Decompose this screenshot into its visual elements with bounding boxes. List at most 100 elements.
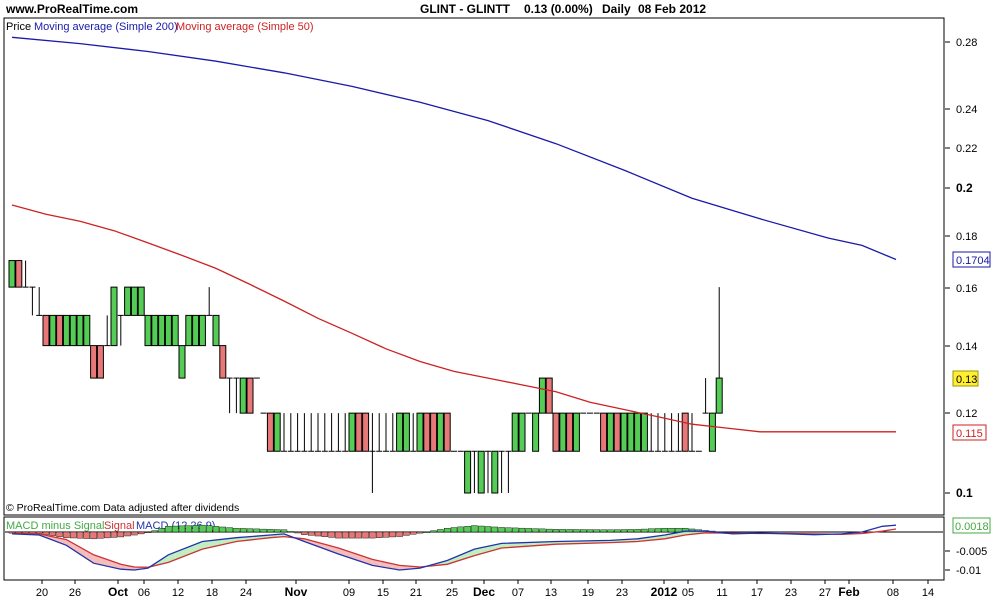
price-candle <box>485 450 491 493</box>
macd-hist-bar <box>110 531 118 538</box>
macd-hist-bar <box>430 530 437 533</box>
macd-hist-bar <box>260 528 267 533</box>
x-tick-label: 09 <box>343 587 355 599</box>
site-label[interactable]: www.ProRealTime.com <box>5 2 138 16</box>
macd-hist-bar <box>158 528 165 533</box>
macd-hist-bar <box>484 526 492 533</box>
macd-hist-bar <box>512 527 519 533</box>
price-candle <box>206 287 213 316</box>
date-x-axis: 20 26 Oct 06 12 18 24 Nov 09 15 21 25 Dec 07 13 19 23 201… <box>36 580 934 599</box>
macd-hist-bar <box>478 525 485 533</box>
macd-hist-bar <box>518 527 526 533</box>
macd-hist-bar <box>233 528 240 533</box>
x-tick-label: 25 <box>446 587 458 599</box>
macd-hist-bar <box>83 531 91 539</box>
macd-hist-bar <box>573 529 580 533</box>
price-candle <box>715 287 723 414</box>
price-candle <box>158 314 166 347</box>
macd-hist-bar <box>396 531 403 537</box>
badge-macd: 0.0018 <box>952 517 991 534</box>
price-candle <box>164 314 172 347</box>
macd-hist-bar <box>144 531 152 534</box>
macd-hist-bar <box>56 531 63 537</box>
macd-hist-bar <box>49 531 56 536</box>
badge-ma50-value: 0.115 <box>956 428 983 440</box>
price-candle <box>144 314 152 347</box>
x-tick-label: 07 <box>512 587 524 599</box>
y-tick-label: 0.14 <box>956 341 977 353</box>
legend-macd-signal: Signal <box>104 520 135 532</box>
price-candle <box>198 314 206 347</box>
price-candle <box>62 314 70 347</box>
macd-hist-bar <box>498 527 505 533</box>
quote-value: 0.13 (0.00%) <box>524 2 593 16</box>
price-candle <box>430 412 438 452</box>
macd-hist-bar <box>593 529 600 533</box>
macd-hist-bar <box>376 531 383 538</box>
price-candle <box>117 314 124 346</box>
macd-hist-bar <box>464 526 471 533</box>
macd-hist-bar <box>668 528 675 533</box>
macd-fill-band <box>515 542 522 548</box>
macd-hist-bar <box>348 531 356 539</box>
x-tick-label: 12 <box>172 587 184 599</box>
x-tick-label: 23 <box>785 587 797 599</box>
x-tick-label: 15 <box>377 587 389 599</box>
price-candle <box>600 412 608 452</box>
price-candle <box>130 286 138 316</box>
macd-hist-bar <box>287 531 294 533</box>
price-candle <box>402 412 410 452</box>
price-candle <box>648 413 655 452</box>
badge-price: 0.13 <box>952 370 979 387</box>
price-panel-frame[interactable] <box>3 17 945 516</box>
price-candle <box>511 412 519 452</box>
price-candle <box>110 286 118 347</box>
price-candle <box>436 412 444 452</box>
price-candle <box>301 413 308 452</box>
macd-fill-band <box>66 539 74 550</box>
macd-hist-bar <box>355 531 362 539</box>
badge-ma200-value: 0.1704 <box>956 255 990 267</box>
macd-hist-bar <box>97 531 104 539</box>
macd-hist-bar <box>335 531 342 539</box>
ma50-line <box>11 204 896 433</box>
price-candle <box>76 314 84 347</box>
x-tick-label: 23 <box>616 587 628 599</box>
price-candle <box>335 413 342 452</box>
macd-hist-bar <box>559 529 566 533</box>
price-candle <box>273 412 281 452</box>
macd-fill-band <box>501 543 509 548</box>
price-candle <box>104 315 111 347</box>
x-tick-label: 19 <box>582 587 594 599</box>
badge-macd-value: 0.0018 <box>955 521 989 533</box>
price-candle <box>287 413 294 452</box>
price-candle <box>362 412 370 452</box>
price-candle <box>491 450 499 494</box>
price-candle <box>124 286 132 316</box>
x-tick-label: 18 <box>206 587 218 599</box>
macd-hist-bar <box>165 526 172 533</box>
x-tick-label: 2012 <box>651 585 678 599</box>
macd-hist-bar <box>566 529 573 533</box>
macd-hist-bar <box>274 529 281 533</box>
macd-hist-bar <box>654 528 662 533</box>
macd-fill-band <box>93 554 101 565</box>
price-candle <box>355 412 363 452</box>
price-candle <box>56 314 64 347</box>
macd-hist-bar <box>328 531 335 538</box>
macd-y-tick-label: -0.01 <box>956 565 981 577</box>
data-footer-note: © ProRealTime.com Data adjusted after di… <box>6 502 239 514</box>
macd-hist-bar <box>321 531 328 537</box>
macd-hist-bar <box>226 527 233 533</box>
macd-hist-bar <box>69 531 77 539</box>
price-candle <box>681 412 689 452</box>
price-candle <box>219 345 227 379</box>
macd-hist-bar <box>171 525 179 533</box>
macd-hist-bar <box>423 531 430 533</box>
x-tick-label: 24 <box>240 587 252 599</box>
price-candle <box>675 413 682 452</box>
macd-hist-bar <box>546 528 553 533</box>
macd-hist-bar <box>212 526 220 533</box>
macd-hist-bar <box>661 528 668 533</box>
